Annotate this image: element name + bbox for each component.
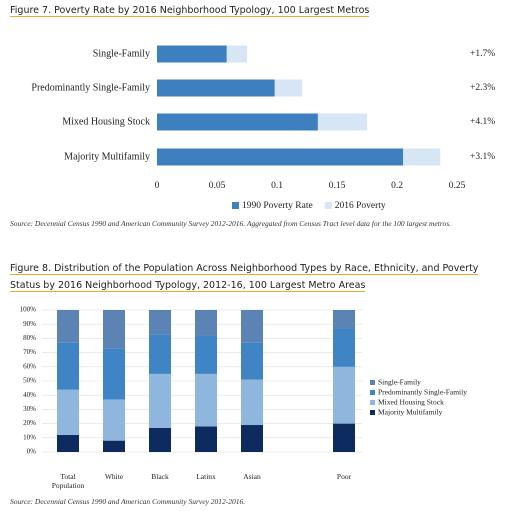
y-tick-label: 30% — [23, 405, 36, 413]
bar-segment — [103, 310, 125, 349]
category-label: Asian — [243, 472, 261, 481]
y-tick-label: 40% — [23, 391, 36, 399]
change-label: +4.1% — [470, 117, 495, 127]
bar — [157, 148, 403, 166]
y-tick-label: 10% — [23, 433, 36, 441]
legend-label: Predominantly Single-Family — [378, 388, 467, 397]
legend-label: 1990 Poverty Rate — [242, 201, 313, 211]
x-tick-label: 0.05 — [209, 181, 226, 191]
bar-segment — [149, 334, 171, 374]
x-tick-label: 0.1 — [271, 181, 283, 191]
bar-segment — [333, 328, 355, 367]
bar-segment — [103, 440, 125, 452]
legend-swatch — [370, 390, 375, 395]
category-label: Majority Multifamily — [64, 151, 150, 162]
figure-title: Figure 8. Distribution of the Population… — [10, 260, 505, 294]
category-label: Latinx — [196, 472, 216, 481]
legend-label: Majority Multifamily — [378, 408, 443, 417]
legend-swatch — [232, 202, 239, 209]
category-label: Predominantly Single-Family — [31, 82, 150, 93]
bar-segment — [57, 434, 79, 452]
bar-segment — [149, 310, 171, 335]
source-note: Source: Decennial Census 1990 and Americ… — [10, 497, 246, 506]
bar-segment — [57, 342, 79, 390]
bar-segment — [241, 310, 263, 343]
category-label: White — [104, 472, 124, 481]
y-tick-label: 50% — [23, 377, 36, 385]
bar-segment — [57, 389, 79, 435]
category-label: Black — [151, 472, 169, 481]
bar-segment — [103, 348, 125, 400]
category-label: Total Population — [51, 472, 85, 490]
bar-segment — [333, 310, 355, 329]
category-label: Single-Family — [93, 48, 150, 59]
bar-segment — [195, 373, 217, 427]
change-label: +1.7% — [470, 49, 495, 59]
y-tick-label: 80% — [23, 334, 36, 342]
legend-swatch — [370, 410, 375, 415]
bar-segment — [241, 379, 263, 426]
bar-segment — [195, 310, 217, 336]
y-tick-label: 60% — [23, 362, 36, 370]
bar-segment — [149, 427, 171, 452]
source-note: Source: Decennial Census 1990 and Americ… — [10, 219, 451, 228]
bar-segment — [195, 426, 217, 452]
x-tick-label: 0.2 — [391, 181, 403, 191]
figure-title-text: Figure 7. Poverty Rate by 2016 Neighborh… — [10, 5, 370, 17]
legend-label: Mixed Housing Stock — [378, 398, 444, 407]
category-label: Mixed Housing Stock — [62, 116, 150, 127]
y-tick-label: 100% — [20, 306, 37, 314]
legend-label: 2016 Poverty — [335, 201, 386, 211]
bar-segment — [149, 373, 171, 428]
bar — [157, 113, 318, 131]
bar-segment — [195, 335, 217, 374]
legend-label: Single-Family — [378, 378, 421, 387]
change-label: +2.3% — [470, 83, 495, 93]
legend-swatch — [370, 400, 375, 405]
bar-segment — [241, 425, 263, 452]
bar-segment — [333, 366, 355, 424]
y-tick-label: 90% — [23, 320, 36, 328]
y-tick-label: 70% — [23, 348, 36, 356]
y-tick-label: 0% — [27, 448, 37, 456]
figure-title-text: Figure 8. Distribution of the Population… — [10, 263, 479, 292]
x-tick-label: 0.15 — [329, 181, 346, 191]
bar-segment — [333, 423, 355, 452]
x-tick-label: 0.25 — [449, 181, 466, 191]
y-tick-label: 20% — [23, 419, 36, 427]
legend-swatch — [370, 380, 375, 385]
change-label: +3.1% — [470, 152, 495, 162]
legend-swatch — [324, 202, 332, 209]
bar-segment — [103, 399, 125, 441]
bar-segment — [241, 342, 263, 380]
x-tick-label: 0 — [155, 181, 160, 191]
bar — [157, 45, 227, 63]
bar-segment — [57, 310, 79, 343]
figure-title: Figure 7. Poverty Rate by 2016 Neighborh… — [10, 2, 370, 19]
category-label: Poor — [336, 472, 352, 481]
bar — [157, 79, 275, 97]
